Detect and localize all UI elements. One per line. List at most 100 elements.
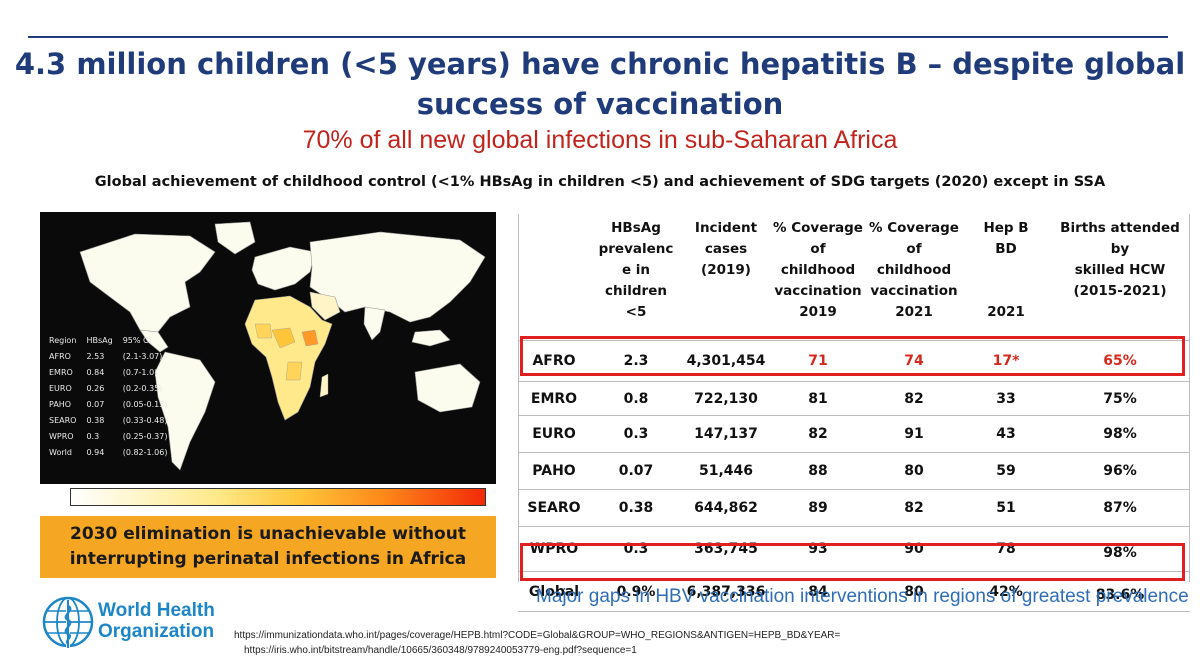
- slide-title: 4.3 million children (<5 years) have chr…: [0, 44, 1200, 124]
- legend-row: SEARO 0.38 (0.33-0.48): [44, 412, 172, 428]
- header-line: children: [605, 283, 667, 299]
- legend-row: World 0.94 (0.82-1.06): [44, 444, 172, 460]
- gaps-note: Major gaps in HBV vaccination interventi…: [536, 586, 1189, 607]
- global-highlight-box: [520, 543, 1185, 581]
- cell-hepb-bd: 33: [962, 381, 1050, 416]
- legend-cell: EMRO: [49, 367, 73, 377]
- legend-cell: PAHO: [49, 399, 72, 409]
- title-line-2: success of vaccination: [416, 87, 784, 121]
- legend-cell: EURO: [49, 383, 72, 393]
- cell-region: SEARO: [518, 489, 590, 527]
- header-births-attended: Births attended by skilled HCW (2015-202…: [1050, 214, 1190, 341]
- colorbar-area: [40, 484, 496, 520]
- cell-cases: 722,130: [682, 381, 770, 416]
- header-line: % Coverage: [773, 220, 863, 236]
- legend-cell: (0.05-0.13): [122, 399, 168, 409]
- table-row-searo: SEARO 0.38 644,862 89 82 51 87%: [518, 489, 1190, 527]
- cell-cov2021: 82: [866, 489, 962, 527]
- legend-cell: (0.25-0.37): [122, 431, 168, 441]
- header-line: Incident: [694, 220, 758, 236]
- cell-region: EMRO: [518, 381, 590, 416]
- table-header-row: HBsAg prevalenc e in children <5 Inciden…: [518, 214, 1190, 341]
- cell-hepb-bd: 51: [962, 489, 1050, 527]
- header-line: cases: [704, 241, 748, 257]
- map-legend-table: Region HBsAg 95% CI AFRO 2.53 (2.1-3.07) E…: [44, 332, 172, 460]
- table-row-emro: EMRO 0.8 722,130 81 82 33 75%: [518, 381, 1190, 416]
- afro-highlight-box: [520, 336, 1185, 376]
- cell-prevalence: 0.3: [590, 526, 682, 572]
- callout-line-1: 2030 elimination is unachievable without: [70, 524, 466, 544]
- reference-link-1[interactable]: https://immunizationdata.who.int/pages/c…: [234, 630, 841, 641]
- cell-cov2021: 91: [866, 415, 962, 453]
- table-row-euro: EURO 0.3 147,137 82 91 43 98%: [518, 415, 1190, 453]
- header-line: 2019: [799, 304, 837, 320]
- legend-cell: (0.82-1.06): [122, 447, 168, 457]
- legend-cell: WPRO: [49, 431, 74, 441]
- cell-hepb-bd: 59: [962, 452, 1050, 490]
- slide-subtitle: 70% of all new global infections in sub-…: [302, 126, 898, 154]
- cell-births: 96%: [1050, 452, 1190, 490]
- header-line: (2019): [701, 262, 751, 278]
- header-coverage-2019: % Coverage of childhood vaccination 2019: [770, 214, 866, 341]
- header-line: of: [906, 241, 922, 257]
- world-map-panel: Region HBsAg 95% CI AFRO 2.53 (2.1-3.07) E…: [40, 212, 496, 484]
- table-row-wpro: WPRO 0.3 363,745 93 90 78 98%: [518, 526, 1190, 572]
- header-coverage-2021: % Coverage of childhood vaccination 2021: [866, 214, 962, 341]
- legend-cell: (0.2-0.35): [122, 383, 163, 393]
- header-line: vaccination: [870, 283, 958, 299]
- cell-births: 87%: [1050, 489, 1190, 527]
- header-line: 2021: [895, 304, 933, 320]
- header-line: Hep B: [983, 220, 1029, 236]
- legend-row: EURO 0.26 (0.2-0.35): [44, 380, 172, 396]
- legend-row: PAHO 0.07 (0.05-0.13): [44, 396, 172, 412]
- legend-cell: 2.53: [86, 351, 105, 361]
- legend-cell: 0.38: [86, 415, 105, 425]
- cell-region: WPRO: [518, 526, 590, 572]
- slide-caption: Global achievement of childhood control …: [94, 174, 1106, 190]
- legend-cell: (2.1-3.07): [122, 351, 163, 361]
- legend-header-ci: 95% CI: [122, 335, 151, 345]
- cell-prevalence: 0.8: [590, 381, 682, 416]
- cell-cov2019: 81: [770, 381, 866, 416]
- who-emblem-icon: [42, 596, 94, 648]
- cell-births: 75%: [1050, 381, 1190, 416]
- who-line-2: Organization: [98, 621, 215, 642]
- legend-row: AFRO 2.53 (2.1-3.07): [44, 348, 172, 364]
- elimination-callout: 2030 elimination is unachievable without…: [40, 516, 496, 578]
- legend-cell: 0.94: [86, 447, 105, 457]
- header-line: childhood: [876, 262, 952, 278]
- cell-region: EURO: [518, 415, 590, 453]
- legend-cell: 0.26: [86, 383, 105, 393]
- header-line: skilled HCW: [1074, 262, 1166, 278]
- cell-prevalence: 0.3: [590, 415, 682, 453]
- cell-cases: 51,446: [682, 452, 770, 490]
- header-line: prevalenc: [598, 241, 674, 257]
- header-incident-cases: Incident cases (2019): [682, 214, 770, 341]
- header-line: BD: [995, 241, 1017, 257]
- legend-cell: SEARO: [49, 415, 77, 425]
- cell-cov2019: 89: [770, 489, 866, 527]
- header-line: of: [810, 241, 826, 257]
- cell-births: 98%: [1050, 415, 1190, 453]
- who-wordmark: World Health Organization: [98, 600, 215, 642]
- header-line: 2021: [987, 304, 1025, 320]
- cell-births: 98%: [1050, 526, 1190, 572]
- title-rule: [28, 36, 1168, 38]
- header-region: [518, 214, 590, 341]
- header-line-spacer: [964, 260, 1048, 302]
- legend-cell: 0.3: [86, 431, 100, 441]
- legend-cell: 0.07: [86, 399, 105, 409]
- cell-cov2021: 82: [866, 381, 962, 416]
- cell-cov2019: 82: [770, 415, 866, 453]
- callout-line-2: interrupting perinatal infections in Afr…: [69, 549, 467, 569]
- reference-link-2[interactable]: https://iris.who.int/bitstream/handle/10…: [244, 645, 637, 656]
- legend-cell: World: [49, 447, 72, 457]
- table-row-paho: PAHO 0.07 51,446 88 80 59 96%: [518, 452, 1190, 490]
- header-line: childhood: [780, 262, 856, 278]
- legend-header-region: Region: [49, 335, 77, 345]
- header-line: HBsAg: [611, 220, 661, 236]
- legend-row: EMRO 0.84 (0.7-1.0): [44, 364, 172, 380]
- legend-cell: AFRO: [49, 351, 71, 361]
- cell-cov2021: 80: [866, 452, 962, 490]
- legend-cell: 0.84: [86, 367, 105, 377]
